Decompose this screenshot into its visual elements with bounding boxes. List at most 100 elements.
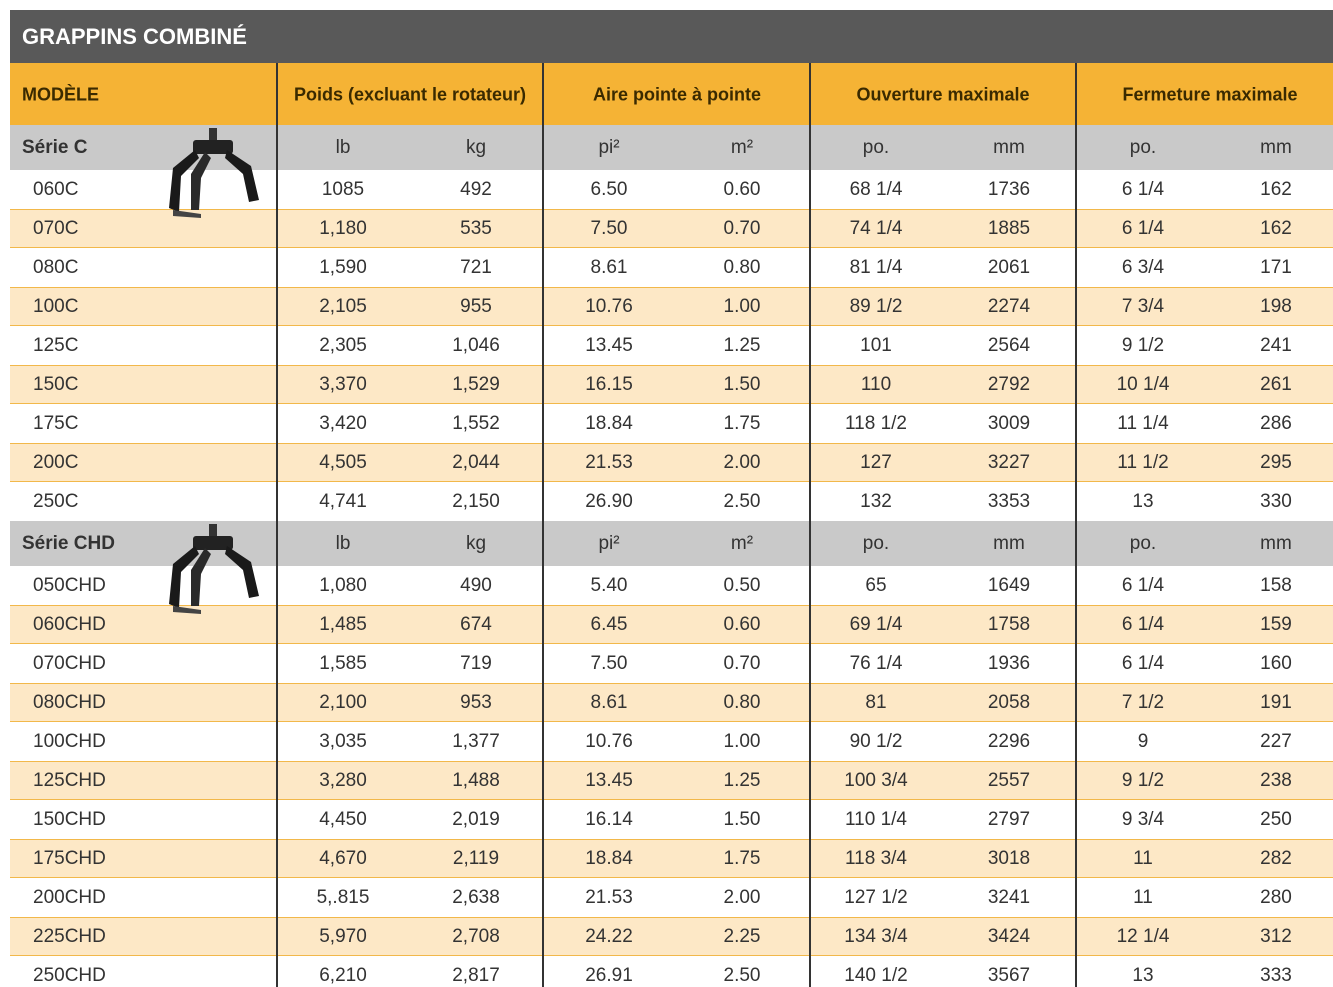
- value-cell: 2061: [988, 257, 1030, 279]
- value-cell: 6 1/4: [1122, 218, 1164, 240]
- model-cell: 050CHD: [33, 575, 106, 597]
- unit-label: po.: [1130, 137, 1156, 159]
- model-cell: 250C: [33, 491, 78, 513]
- value-cell: 26.91: [585, 965, 633, 987]
- value-cell: 1736: [988, 179, 1030, 201]
- value-cell: 3424: [988, 926, 1030, 948]
- value-cell: 6 1/4: [1122, 653, 1164, 675]
- unit-label: po.: [863, 533, 889, 555]
- value-cell: 0.80: [724, 692, 761, 714]
- unit-label: kg: [466, 533, 486, 555]
- value-cell: 1.25: [724, 770, 761, 792]
- model-cell: 175C: [33, 413, 78, 435]
- value-cell: 9 1/2: [1122, 335, 1164, 357]
- value-cell: 0.60: [724, 179, 761, 201]
- value-cell: 6.50: [591, 179, 628, 201]
- value-cell: 3,370: [319, 374, 367, 396]
- value-cell: 8.61: [591, 257, 628, 279]
- value-cell: 1.75: [724, 848, 761, 870]
- model-cell: 200CHD: [33, 887, 106, 909]
- value-cell: 2,019: [452, 809, 500, 831]
- value-cell: 2792: [988, 374, 1030, 396]
- header-model: MODÈLE: [22, 85, 99, 106]
- value-cell: 3227: [988, 452, 1030, 474]
- value-cell: 286: [1260, 413, 1292, 435]
- value-cell: 4,450: [319, 809, 367, 831]
- value-cell: 74 1/4: [850, 218, 903, 240]
- value-cell: 492: [460, 179, 492, 201]
- value-cell: 1,488: [452, 770, 500, 792]
- value-cell: 0.70: [724, 653, 761, 675]
- title-bar: GRAPPINS COMBINÉ: [10, 10, 1333, 63]
- value-cell: 6,210: [319, 965, 367, 987]
- value-cell: 250: [1260, 809, 1292, 831]
- value-cell: 0.50: [724, 575, 761, 597]
- model-cell: 125CHD: [33, 770, 106, 792]
- spec-table: GRAPPINS COMBINÉ MODÈLEPoids (excluant l…: [0, 0, 1333, 987]
- value-cell: 9 1/2: [1122, 770, 1164, 792]
- unit-label: mm: [1260, 137, 1292, 159]
- header-group: Ouverture maximale: [856, 85, 1029, 106]
- value-cell: 11 1/4: [1117, 413, 1168, 435]
- value-cell: 7.50: [591, 218, 628, 240]
- value-cell: 1.75: [724, 413, 761, 435]
- series-label: Série CHD: [22, 533, 115, 555]
- value-cell: 18.84: [585, 848, 633, 870]
- value-cell: 118 3/4: [845, 848, 907, 870]
- value-cell: 5.40: [591, 575, 628, 597]
- value-cell: 282: [1260, 848, 1292, 870]
- unit-label: lb: [336, 137, 351, 159]
- value-cell: 953: [460, 692, 492, 714]
- value-cell: 2,638: [452, 887, 500, 909]
- value-cell: 2,044: [452, 452, 500, 474]
- value-cell: 3,035: [319, 731, 367, 753]
- value-cell: 127 1/2: [844, 887, 907, 909]
- value-cell: 1.25: [724, 335, 761, 357]
- value-cell: 8.61: [591, 692, 628, 714]
- value-cell: 1885: [988, 218, 1030, 240]
- value-cell: 721: [460, 257, 492, 279]
- value-cell: 280: [1260, 887, 1292, 909]
- model-cell: 150C: [33, 374, 78, 396]
- value-cell: 4,741: [319, 491, 367, 513]
- value-cell: 9: [1138, 731, 1149, 753]
- value-cell: 21.53: [585, 887, 633, 909]
- value-cell: 10.76: [585, 731, 633, 753]
- value-cell: 5,.815: [317, 887, 370, 909]
- value-cell: 1085: [322, 179, 364, 201]
- column-separator: [809, 63, 811, 987]
- model-cell: 070CHD: [33, 653, 106, 675]
- model-cell: 175CHD: [33, 848, 106, 870]
- value-cell: 158: [1260, 575, 1292, 597]
- value-cell: 10 1/4: [1117, 374, 1170, 396]
- value-cell: 13.45: [585, 770, 633, 792]
- value-cell: 3567: [988, 965, 1030, 987]
- value-cell: 160: [1260, 653, 1292, 675]
- value-cell: 1.50: [724, 374, 761, 396]
- model-cell: 080C: [33, 257, 78, 279]
- value-cell: 171: [1260, 257, 1292, 279]
- value-cell: 90 1/2: [850, 731, 903, 753]
- unit-label: mm: [993, 137, 1025, 159]
- data-row: [10, 722, 1333, 761]
- value-cell: 1,585: [319, 653, 367, 675]
- model-cell: 100CHD: [33, 731, 106, 753]
- value-cell: 3009: [988, 413, 1030, 435]
- value-cell: 11 1/2: [1117, 452, 1168, 474]
- value-cell: 81: [865, 692, 886, 714]
- value-cell: 3353: [988, 491, 1030, 513]
- value-cell: 1,180: [319, 218, 367, 240]
- value-cell: 9 3/4: [1122, 809, 1164, 831]
- value-cell: 2.00: [724, 887, 761, 909]
- unit-label: lb: [336, 533, 351, 555]
- unit-label: po.: [1130, 533, 1156, 555]
- value-cell: 6 1/4: [1122, 614, 1164, 636]
- value-cell: 110 1/4: [845, 809, 907, 831]
- value-cell: 227: [1260, 731, 1292, 753]
- value-cell: 1,080: [319, 575, 367, 597]
- value-cell: 238: [1260, 770, 1292, 792]
- value-cell: 2.25: [724, 926, 761, 948]
- value-cell: 4,505: [319, 452, 367, 474]
- value-cell: 132: [860, 491, 892, 513]
- value-cell: 2797: [988, 809, 1030, 831]
